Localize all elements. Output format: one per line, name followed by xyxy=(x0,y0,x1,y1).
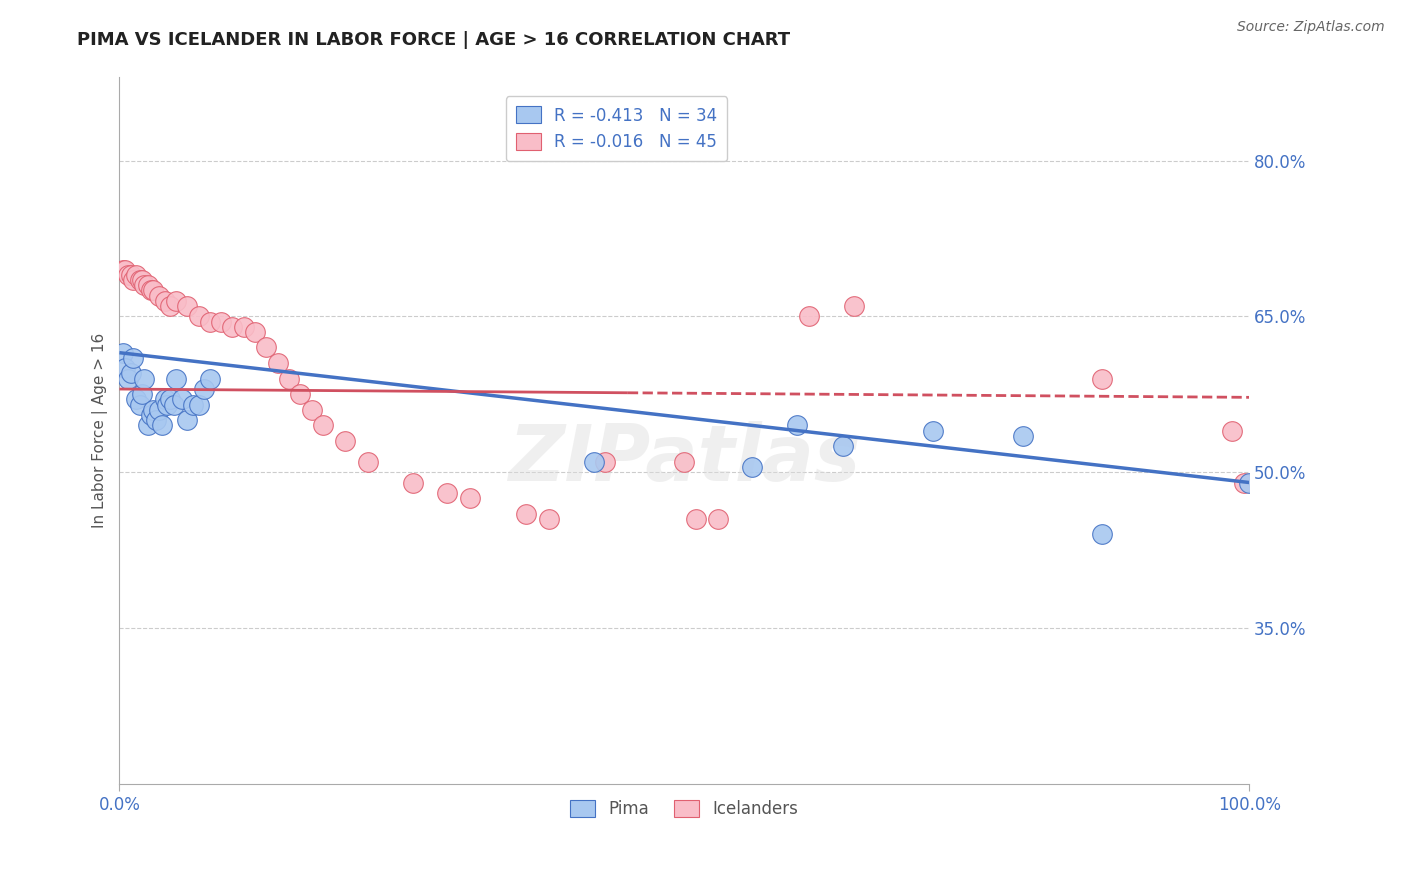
Point xyxy=(134,278,156,293)
Point xyxy=(357,455,380,469)
Point xyxy=(117,268,139,282)
Point xyxy=(117,371,139,385)
Point xyxy=(114,361,136,376)
Point xyxy=(142,284,165,298)
Point xyxy=(685,512,707,526)
Point xyxy=(150,418,173,433)
Point xyxy=(436,486,458,500)
Point xyxy=(593,455,616,469)
Point xyxy=(1239,475,1261,490)
Point xyxy=(114,262,136,277)
Point xyxy=(125,268,148,282)
Point xyxy=(582,455,605,469)
Point xyxy=(1220,424,1243,438)
Point xyxy=(515,507,537,521)
Legend: Pima, Icelanders: Pima, Icelanders xyxy=(564,793,806,825)
Point xyxy=(131,387,153,401)
Text: ZIPatlas: ZIPatlas xyxy=(508,421,860,497)
Point xyxy=(181,398,204,412)
Point xyxy=(134,371,156,385)
Point xyxy=(277,371,299,385)
Point xyxy=(1233,475,1256,490)
Point xyxy=(165,293,187,308)
Text: Source: ZipAtlas.com: Source: ZipAtlas.com xyxy=(1237,20,1385,34)
Point xyxy=(335,434,357,448)
Point xyxy=(159,392,181,407)
Point xyxy=(153,293,176,308)
Point xyxy=(170,392,193,407)
Point xyxy=(153,392,176,407)
Point xyxy=(243,325,266,339)
Point xyxy=(301,402,323,417)
Point xyxy=(111,262,134,277)
Point xyxy=(148,402,170,417)
Point xyxy=(290,387,312,401)
Point xyxy=(198,314,221,328)
Point xyxy=(136,278,159,293)
Point xyxy=(221,319,243,334)
Point xyxy=(537,512,560,526)
Point xyxy=(1091,371,1114,385)
Point xyxy=(176,413,198,427)
Point xyxy=(831,439,853,453)
Point xyxy=(148,288,170,302)
Point xyxy=(122,351,145,365)
Point xyxy=(797,310,820,324)
Point xyxy=(163,398,186,412)
Point xyxy=(136,418,159,433)
Point xyxy=(232,319,254,334)
Point xyxy=(1012,429,1035,443)
Point xyxy=(707,512,730,526)
Point xyxy=(128,273,150,287)
Point xyxy=(125,392,148,407)
Point xyxy=(786,418,808,433)
Point xyxy=(122,273,145,287)
Point xyxy=(131,273,153,287)
Point xyxy=(156,398,179,412)
Point xyxy=(312,418,335,433)
Point xyxy=(209,314,232,328)
Point xyxy=(120,367,142,381)
Point xyxy=(145,413,167,427)
Y-axis label: In Labor Force | Age > 16: In Labor Force | Age > 16 xyxy=(93,333,108,528)
Point xyxy=(1091,527,1114,541)
Point xyxy=(176,299,198,313)
Point xyxy=(402,475,425,490)
Point xyxy=(741,459,763,474)
Point xyxy=(193,382,215,396)
Point xyxy=(254,341,277,355)
Point xyxy=(842,299,865,313)
Point xyxy=(128,398,150,412)
Point xyxy=(139,284,162,298)
Point xyxy=(159,299,181,313)
Point xyxy=(165,371,187,385)
Point xyxy=(266,356,288,370)
Point xyxy=(139,408,162,422)
Text: PIMA VS ICELANDER IN LABOR FORCE | AGE > 16 CORRELATION CHART: PIMA VS ICELANDER IN LABOR FORCE | AGE >… xyxy=(77,31,790,49)
Point xyxy=(198,371,221,385)
Point xyxy=(673,455,696,469)
Point xyxy=(111,345,134,359)
Point xyxy=(187,398,209,412)
Point xyxy=(142,402,165,417)
Point xyxy=(120,268,142,282)
Point xyxy=(187,310,209,324)
Point xyxy=(922,424,945,438)
Point xyxy=(458,491,481,505)
